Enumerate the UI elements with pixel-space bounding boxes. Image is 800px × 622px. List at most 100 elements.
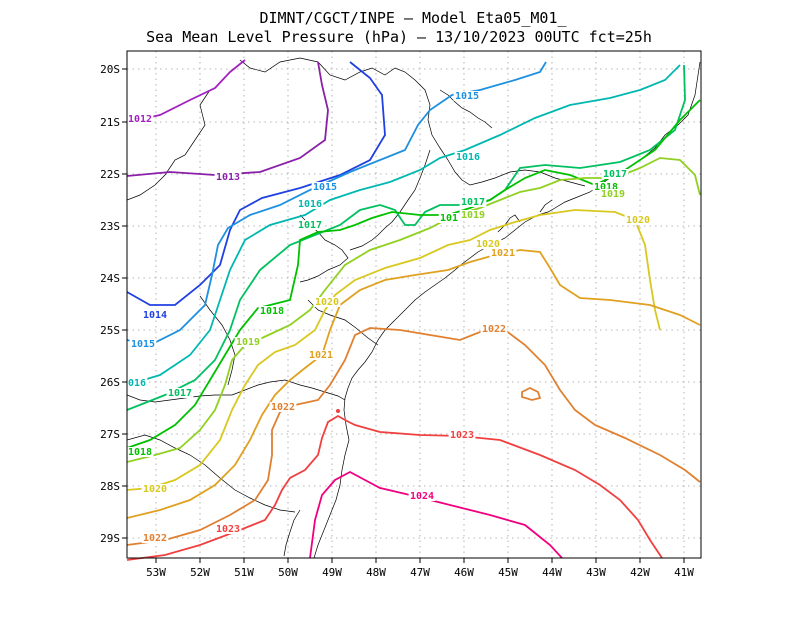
isobar-1022-closed xyxy=(521,386,542,401)
contour-label: 1023 xyxy=(450,430,474,441)
lon-tick-label: 49W xyxy=(322,566,342,579)
contour-label: 1017 xyxy=(298,220,322,231)
contour-label: 1021 xyxy=(491,248,515,259)
lagoa-dos-patos xyxy=(283,509,301,557)
contour-label-bg xyxy=(166,388,194,398)
contour-label: 1019 xyxy=(236,337,260,348)
contour-label-bg xyxy=(311,182,339,192)
lon-tick-label: 52W xyxy=(190,566,210,579)
lat-tick-label: 21S xyxy=(100,116,120,129)
contour-label: 016 xyxy=(128,378,146,389)
contour-label: 1012 xyxy=(128,114,152,125)
longitude-axis: 53W 52W 51W 50W 49W 48W 47W 46W 45W 44W 43W 42W 41W xyxy=(146,558,694,579)
lon-tick-label: 43W xyxy=(586,566,606,579)
state-border-sc xyxy=(231,379,346,401)
lat-tick-label: 26S xyxy=(100,376,120,389)
lon-tick-label: 50W xyxy=(278,566,298,579)
lat-tick-label: 24S xyxy=(100,272,120,285)
lat-tick-label: 25S xyxy=(100,324,120,337)
contour-label: 1017 xyxy=(603,169,627,180)
isobar-1016 xyxy=(126,64,681,386)
lon-tick-label: 53W xyxy=(146,566,166,579)
contour-label-bg xyxy=(454,152,482,162)
lat-tick-label: 20S xyxy=(100,63,120,76)
lat-tick-label: 22S xyxy=(100,168,120,181)
contour-label-bg xyxy=(448,430,476,440)
contour-label-bg xyxy=(296,199,324,209)
contour-label: 1020 xyxy=(143,484,167,495)
isobar-1023 xyxy=(126,414,663,561)
isobar-1019 xyxy=(126,157,701,463)
contour-label-bg xyxy=(258,306,286,316)
contour-label: 1020 xyxy=(315,297,339,308)
contour-label-bg xyxy=(624,215,652,225)
baia-de-guanabara xyxy=(497,199,553,233)
rivers-west xyxy=(126,295,236,403)
contour-label: 1014 xyxy=(143,310,167,321)
lat-tick-label: 27S xyxy=(100,428,120,441)
contour-label: 1017 xyxy=(168,388,192,399)
lat-tick-label: 28S xyxy=(100,480,120,493)
latitude-axis: 20S 21S 22S 23S 24S 25S 26S 27S 28S 29S xyxy=(100,63,127,545)
contour-label: 1015 xyxy=(455,91,479,102)
contour-label: 1023 xyxy=(216,524,240,535)
contour-label-bg xyxy=(296,220,324,230)
contour-label: 1015 xyxy=(313,182,337,193)
lat-tick-label: 23S xyxy=(100,220,120,233)
contour-label-bg xyxy=(141,310,169,320)
isobar-1015 xyxy=(126,61,547,346)
lon-tick-label: 51W xyxy=(234,566,254,579)
contour-label: 1020 xyxy=(626,215,650,226)
isobar-1022-coast xyxy=(126,327,701,546)
map-frame xyxy=(126,50,702,559)
isobar-1021 xyxy=(126,249,701,519)
contour-label: 1019 xyxy=(601,189,625,200)
lon-tick-label: 42W xyxy=(630,566,650,579)
contour-label: 1018 xyxy=(128,447,152,458)
contour-label: 1022 xyxy=(143,533,167,544)
isobar-1020 xyxy=(126,209,661,491)
contour-label-bg xyxy=(126,447,154,457)
contour-label-bg xyxy=(599,189,627,199)
contour-label-bg xyxy=(126,378,148,388)
title-line-1: DIMNT/CGCT/INPE – Model Eta05_M01_ xyxy=(259,9,567,27)
state-border-sp-rj xyxy=(349,149,431,251)
lon-tick-label: 47W xyxy=(410,566,430,579)
title-line-2: Sea Mean Level Pressure (hPa) – 13/10/20… xyxy=(146,28,652,46)
contour-label: 1017 xyxy=(461,197,485,208)
contour-label-bg xyxy=(269,402,297,412)
contour-label-bg xyxy=(313,297,341,307)
lon-tick-label: 45W xyxy=(498,566,518,579)
isobar-1014 xyxy=(126,61,386,306)
contour-label: 1013 xyxy=(216,172,240,183)
contour-label: 1020 xyxy=(476,239,500,250)
contour-label-bg xyxy=(141,533,169,543)
contour-label: 1015 xyxy=(131,339,155,350)
lon-tick-label: 46W xyxy=(454,566,474,579)
contour-label-bg xyxy=(129,339,157,349)
contour-label-bg xyxy=(459,197,487,207)
contour-label-bg xyxy=(601,169,629,179)
isobars xyxy=(126,59,701,561)
contour-label: 1016 xyxy=(456,152,480,163)
contour-label: 1018 xyxy=(594,182,618,193)
contour-label-bg xyxy=(126,114,154,124)
contour-label-bg xyxy=(307,350,335,360)
state-border-pr xyxy=(299,214,379,346)
isobar-1024 xyxy=(309,470,563,559)
contour-label-bg xyxy=(459,210,487,220)
contour-label: 101 xyxy=(440,213,458,224)
isobar-1017 xyxy=(126,64,686,411)
lon-tick-label: 41W xyxy=(674,566,694,579)
lon-tick-label: 48W xyxy=(366,566,386,579)
contour-label-bg xyxy=(438,213,460,223)
contour-label: 1024 xyxy=(410,491,434,502)
lat-tick-label: 29S xyxy=(100,532,120,545)
contour-label: 1019 xyxy=(461,210,485,221)
isobar-1013 xyxy=(126,61,329,177)
lon-tick-label: 44W xyxy=(542,566,562,579)
red-marker-dot xyxy=(336,409,340,413)
contour-label: 1016 xyxy=(298,199,322,210)
